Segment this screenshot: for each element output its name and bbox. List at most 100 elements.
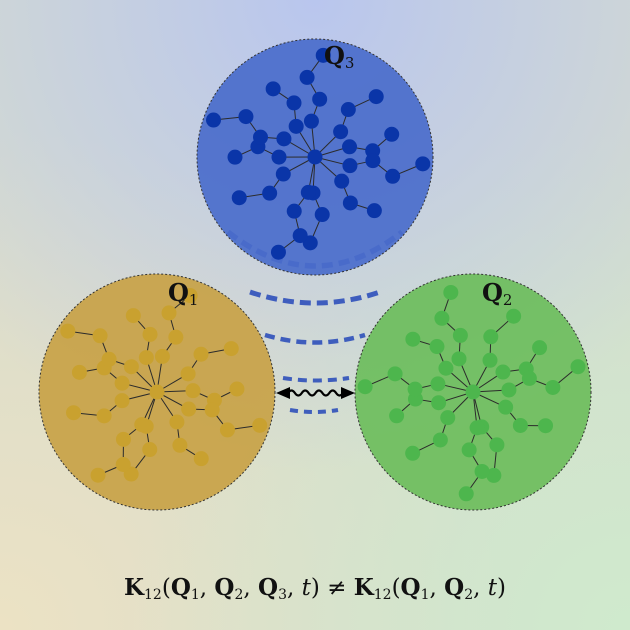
monomer-node [498,399,514,415]
monomer-node [532,340,548,356]
monomer-node [334,173,350,189]
monomer-node [71,364,87,380]
monomer-node [168,329,184,345]
monomer-node [271,149,287,165]
core-node [149,384,165,400]
monomer-node [405,331,421,347]
monomer-node [206,112,222,128]
monomer-node [115,431,131,447]
equation-part: K [353,574,374,601]
monomer-node [429,339,445,355]
equation-part: t [301,575,311,601]
monomer-node [405,445,421,461]
monomer-node [238,109,254,125]
monomer-node [262,185,278,201]
monomer-node [474,463,490,479]
equation-part: ) [496,575,506,601]
monomer-node [92,328,108,344]
monomer-node [292,228,308,244]
monomer-node [489,437,505,453]
monomer-node [134,417,150,433]
equation-part: Q [444,574,465,601]
monomer-node [138,350,154,366]
monomer-node [114,393,130,409]
monomer-node [300,184,316,200]
monomer-node [443,284,459,300]
cluster-label-q3: Q3 [324,41,355,72]
monomer-node [315,47,331,63]
monomer-node [461,442,477,458]
monomer-node [368,89,384,105]
equation-part: , [243,575,259,601]
monomer-node [123,359,139,375]
monomer-node [387,366,403,382]
monomer-node [389,408,405,424]
monomer-node [365,153,381,169]
monomer-node [407,381,423,397]
monomer-node [66,405,82,421]
cluster-q3 [196,38,434,276]
equation-part: , [473,575,488,601]
monomer-node [458,486,474,502]
monomer-node [169,414,185,430]
monomer-node [265,81,281,97]
monomer-node [431,395,447,411]
monomer-node [342,195,358,211]
monomer-node [181,401,197,417]
monomer-node [469,420,485,436]
monomer-node [276,131,292,147]
monomer-node [193,346,209,362]
monomer-node [182,288,198,304]
cluster-label-q2: Q2 [482,278,513,309]
cluster-label-q1: Q1 [168,278,199,309]
monomer-node [314,207,330,223]
monomer-node [438,360,454,376]
monomer-node [142,442,158,458]
monomer-node [385,168,401,184]
core-node [465,384,481,400]
monomer-node [125,308,141,324]
monomer-node [340,102,356,118]
monomer-node [366,203,382,219]
monomer-node [142,326,158,342]
monomer-node [538,418,554,434]
equation-part: Q [258,574,279,601]
monomer-node [452,327,468,343]
equation-part: ( [161,575,171,601]
monomer-node [434,310,450,326]
monomer-node [231,190,247,206]
monomer-node [193,451,209,467]
monomer-node [357,379,373,395]
monomer-node [333,124,349,140]
monomer-node [115,457,131,473]
monomer-node [252,417,268,433]
monomer-node [172,437,188,453]
monomer-node [270,244,286,260]
monomer-node [501,382,517,398]
monomer-node [440,410,456,426]
equation-part: 2 [234,587,244,603]
equation-part: K [124,574,145,601]
monomer-node [482,352,498,368]
monomer-node [303,113,319,129]
monomer-node [227,149,243,165]
coupling-arc [289,408,339,414]
equation-part: 1 [420,587,430,603]
arrowhead-right [341,387,355,399]
monomer-node [286,95,302,111]
arrowhead-left [276,387,290,399]
monomer-node [486,467,502,483]
equation-part: ) ≠ [310,575,354,601]
monomer-node [253,129,269,145]
cluster-q2 [354,273,592,511]
monomer-node [204,402,220,418]
monomer-node [229,381,245,397]
monomer-node [512,417,528,433]
coupling-arc [249,289,381,306]
monomer-node [219,422,235,438]
equation-part: Q [400,574,421,601]
monomer-node [521,370,537,386]
monomer-node [286,203,302,219]
